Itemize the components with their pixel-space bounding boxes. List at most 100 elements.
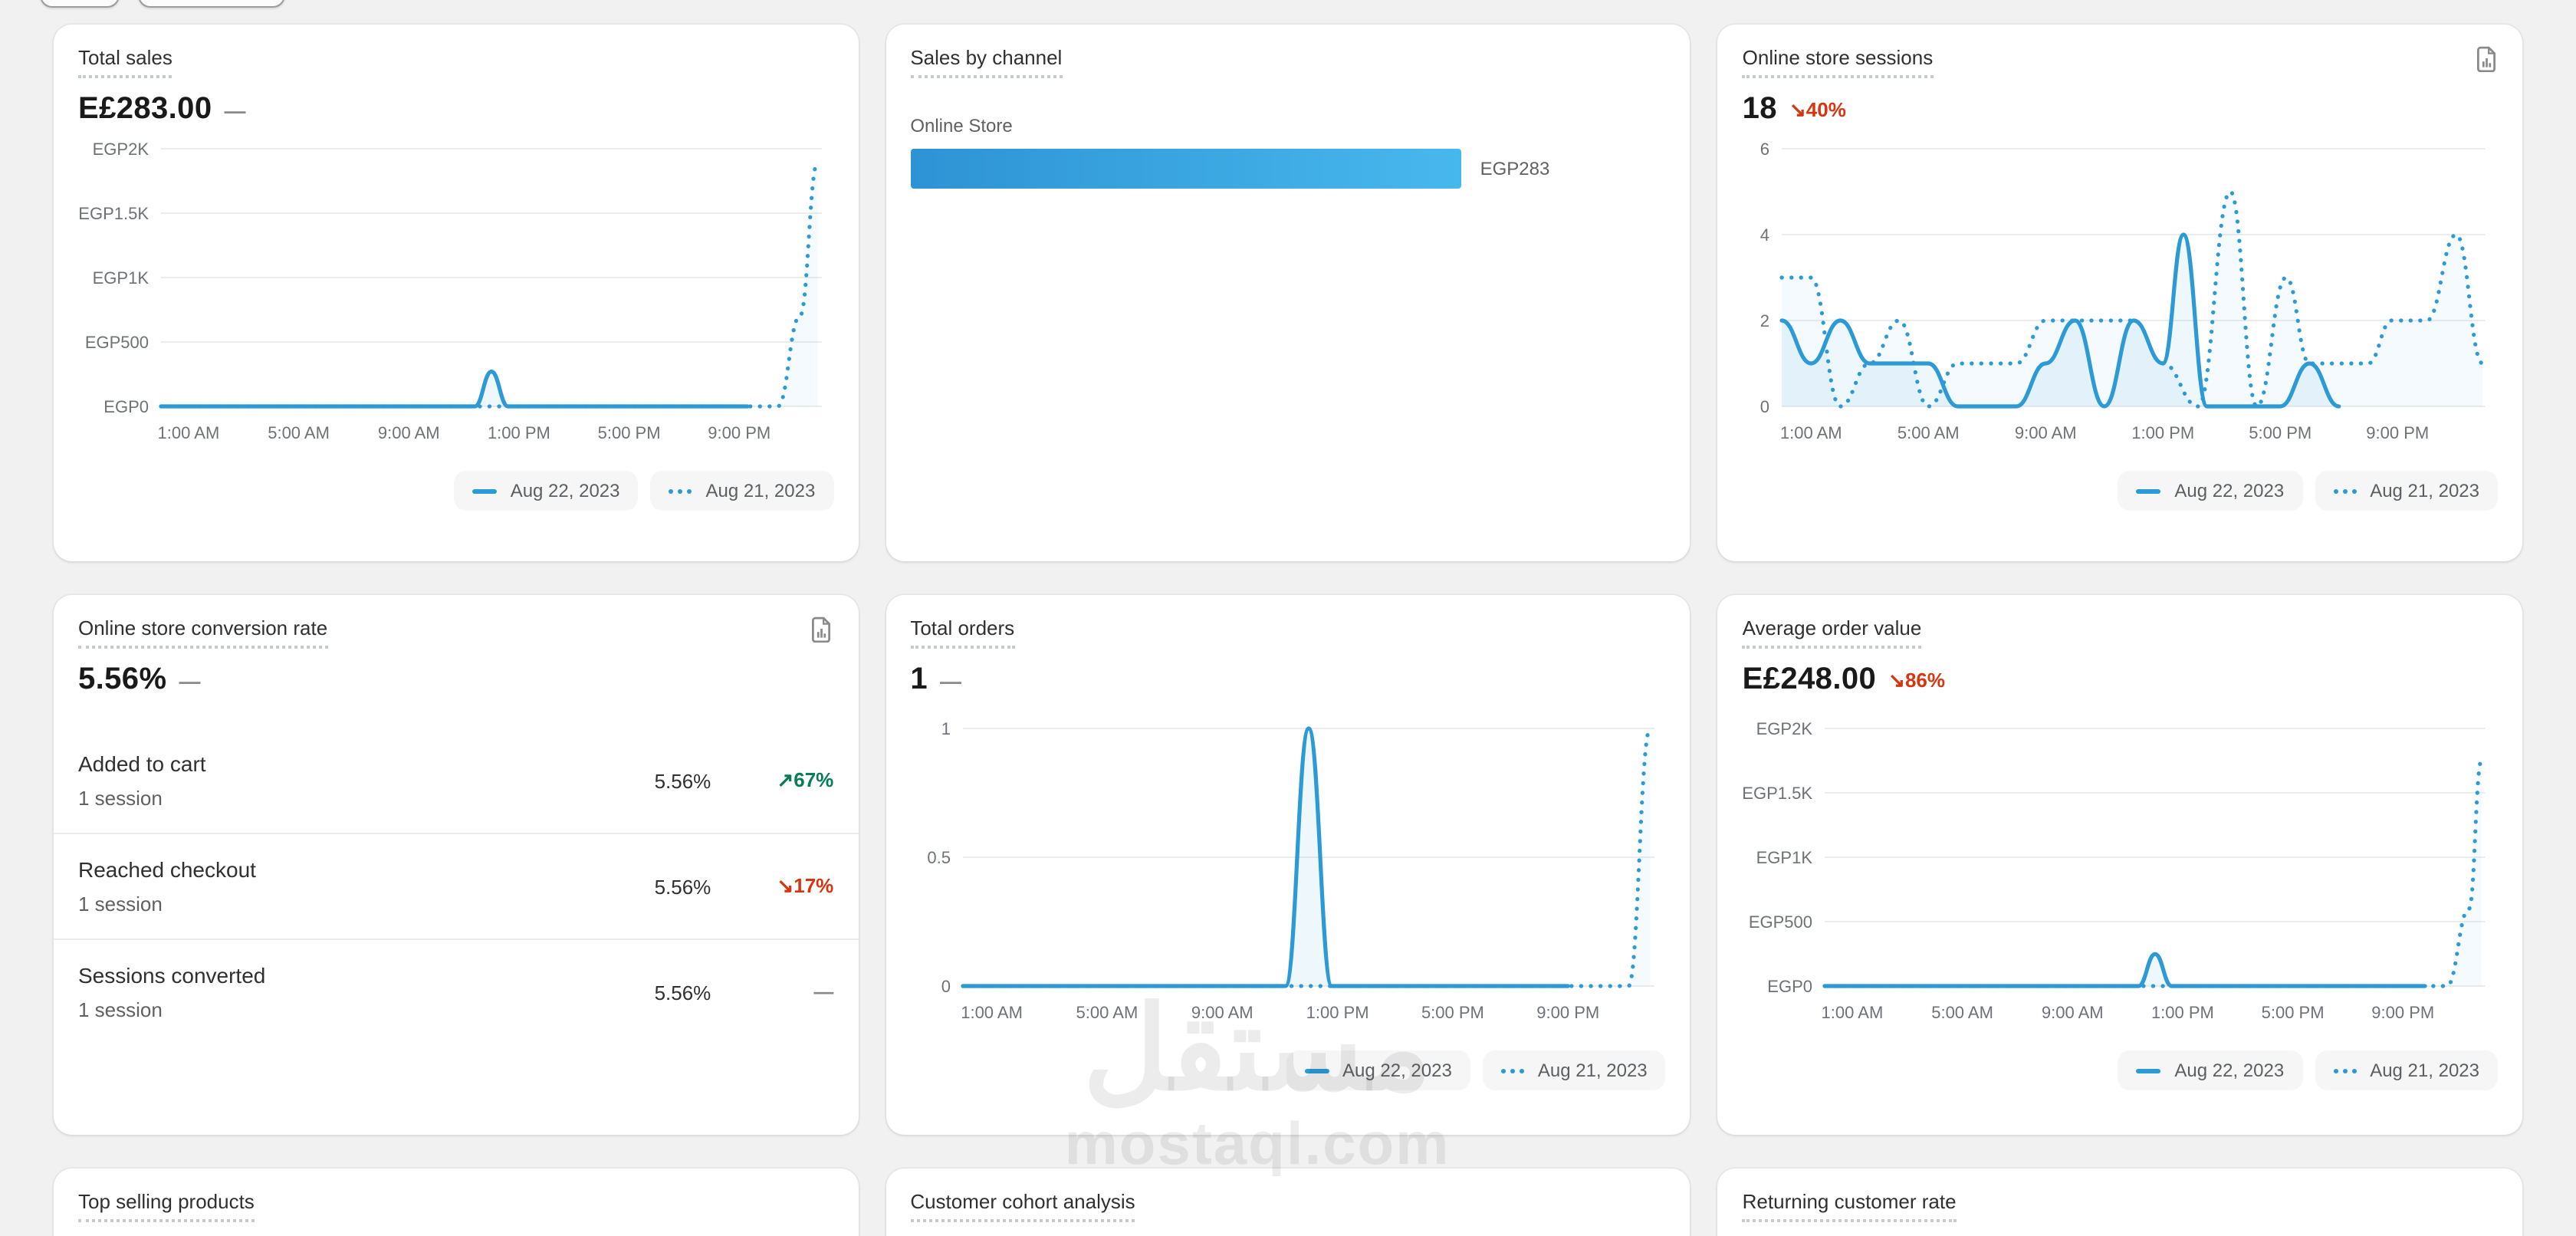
chart-legend: Aug 22, 2023 Aug 21, 2023 [910,1050,1666,1090]
channel-bar-row: EGP283 [910,149,1665,189]
svg-text:5:00 PM: 5:00 PM [2262,1003,2325,1022]
svg-text:EGP1.5K: EGP1.5K [1743,784,1813,803]
svg-text:1:00 AM: 1:00 AM [158,423,220,442]
svg-text:0: 0 [941,977,950,996]
orders-delta: — [939,668,961,692]
svg-text:9:00 AM: 9:00 AM [2042,1003,2104,1022]
conversion-value: 5.56% [78,662,167,696]
cohort-title-link[interactable]: Customer cohort analysis [910,1190,1135,1222]
legend-previous-chip: Aug 21, 2023 [1482,1050,1666,1090]
online-store-bar [910,149,1462,189]
dotted-line-swatch-icon [2333,1068,2357,1073]
chart-legend: Aug 22, 2023 Aug 21, 2023 [1743,1050,2498,1090]
orders-value-row: 1 — [910,662,1665,698]
down-arrow-icon: ↘ [1888,668,1905,691]
orders-chart-svg: 0 0.5 1 1:00 AM 5:00 AM 9:00 AM 1:00 PM 5:00 PM… [927,719,1654,1022]
funnel-row: Added to cart 1 session 5.56% ↗67% [54,728,858,833]
total-sales-value: E£283.00 [78,92,212,126]
conversion-title-link[interactable]: Online store conversion rate [78,616,328,649]
chart-legend: Aug 22, 2023 Aug 21, 2023 [78,471,834,511]
legend-previous-label: Aug 21, 2023 [1537,1060,1648,1081]
card-title-returning: Returning customer rate [1742,1190,2498,1222]
total-sales-card: Total sales E£283.00 — EGP0 EGP500 EGP1K EG… [54,25,859,561]
total-sales-chart: EGP0 EGP500 EGP1K EGP1.5K EGP2K 1:00 AM 5:00 A… [78,140,833,452]
funnel-step: Added to cart 1 session [78,751,527,810]
funnel-step-label: Reached checkout [78,857,256,882]
chart-legend: Aug 22, 2023 Aug 21, 2023 [1743,471,2498,511]
dotted-line-swatch-icon [1500,1068,1524,1073]
svg-text:9:00 PM: 9:00 PM [1536,1003,1599,1022]
funnel-step-rate: 5.56% [654,875,711,898]
dotted-line-swatch-icon [2333,488,2357,493]
funnel-step-sessions: 1 session [78,892,163,915]
aov-delta-badge: ↘86% [1888,668,1945,692]
online-store-bar-value: EGP283 [1480,158,1550,179]
conversion-delta: — [179,668,201,692]
sales-by-channel-title-link[interactable]: Sales by channel [910,46,1063,78]
customer-cohort-analysis-card: Customer cohort analysis [886,1169,1691,1236]
sessions-chart-svg: 0 2 4 6 1:00 AM 5:00 AM 9:00 AM 1:00 PM 5:00 PM 9… [1760,140,2486,442]
svg-text:1:00 AM: 1:00 AM [961,1003,1023,1022]
up-arrow-badge: ↗67% [777,768,834,791]
svg-text:0: 0 [1760,397,1769,416]
online-store-sessions-card: Online store sessions 18 ↘40% 0 2 4 6 1:00 A… [1717,25,2522,561]
sessions-value: 18 [1742,92,1777,126]
legend-current-label: Aug 22, 2023 [1342,1060,1452,1081]
conversion-value-row: 5.56% — [78,662,833,698]
svg-text:1: 1 [941,719,950,738]
aov-chart: EGP0 EGP500 EGP1K EGP1.5K EGP2K 1:00 AM 5:00 A… [1743,719,2498,1032]
returning-title-link[interactable]: Returning customer rate [1742,1190,1957,1222]
legend-current-label: Aug 22, 2023 [510,480,620,501]
funnel-row: Sessions converted 1 session 5.56% — [54,939,859,1044]
total-sales-delta: — [224,97,246,122]
legend-previous-chip: Aug 21, 2023 [650,471,834,511]
returning-customer-rate-card: Returning customer rate 100% [1717,1169,2522,1236]
sessions-value-row: 18 ↘40% [1743,92,2498,127]
conversion-funnel-list: Added to cart 1 session 5.56% ↗67% Reached c… [54,728,859,1044]
legend-current-label: Aug 22, 2023 [2174,1060,2285,1081]
legend-previous-label: Aug 21, 2023 [705,480,816,501]
legend-current-chip: Aug 22, 2023 [2118,471,2303,511]
svg-text:9:00 PM: 9:00 PM [2372,1003,2435,1022]
total-orders-card: Total orders 1 — 0 0.5 1 1:00 AM 5:00 AM 9:00… [886,595,1691,1135]
svg-text:EGP500: EGP500 [85,333,149,352]
svg-text:EGP500: EGP500 [1749,912,1812,932]
top-products-title-link[interactable]: Top selling products [78,1190,255,1222]
orders-chart: 0 0.5 1 1:00 AM 5:00 AM 9:00 AM 1:00 PM 5:00 PM… [910,719,1665,1032]
svg-text:9:00 PM: 9:00 PM [708,423,770,442]
orders-title-link[interactable]: Total orders [910,616,1015,649]
svg-text:5:00 AM: 5:00 AM [268,423,330,442]
svg-text:EGP1.5K: EGP1.5K [78,204,149,223]
svg-text:1:00 PM: 1:00 PM [1306,1003,1368,1022]
svg-text:2: 2 [1760,311,1769,330]
legend-current-chip: Aug 22, 2023 [453,471,639,511]
svg-text:5:00 PM: 5:00 PM [598,423,661,442]
solid-line-swatch-icon [1304,1068,1329,1073]
funnel-step: Reached checkout 1 session [78,857,527,915]
funnel-step-delta: ↘17% [711,873,833,900]
svg-text:9:00 AM: 9:00 AM [378,423,440,442]
toolbar-button-partial[interactable] [40,0,120,8]
funnel-step-rate: 5.56% [654,769,711,792]
funnel-step-delta: ↗67% [711,767,833,794]
total-sales-title-link[interactable]: Total sales [78,46,172,78]
card-title-sessions: Online store sessions [1742,46,2498,78]
svg-text:EGP2K: EGP2K [1756,719,1813,738]
card-title-sales-by-channel: Sales by channel [910,46,1665,78]
svg-text:0.5: 0.5 [927,848,951,867]
sessions-title-link[interactable]: Online store sessions [1742,46,1934,78]
view-report-button[interactable] [806,613,836,644]
funnel-step-delta: — [711,978,833,1006]
view-report-button[interactable] [2470,43,2501,74]
aov-title-link[interactable]: Average order value [1742,616,1922,649]
card-title-top-products: Top selling products [78,1190,833,1222]
total-sales-value-row: E£283.00 — [78,92,833,127]
svg-text:5:00 AM: 5:00 AM [1898,423,1960,442]
solid-line-swatch-icon [2136,488,2161,493]
svg-text:1:00 AM: 1:00 AM [1781,423,1843,442]
card-title-aov: Average order value [1742,616,2498,649]
svg-text:9:00 AM: 9:00 AM [1191,1003,1253,1022]
toolbar-date-range-button-partial[interactable] [138,0,285,8]
svg-text:EGP1K: EGP1K [93,268,150,288]
svg-text:5:00 PM: 5:00 PM [1421,1003,1484,1022]
